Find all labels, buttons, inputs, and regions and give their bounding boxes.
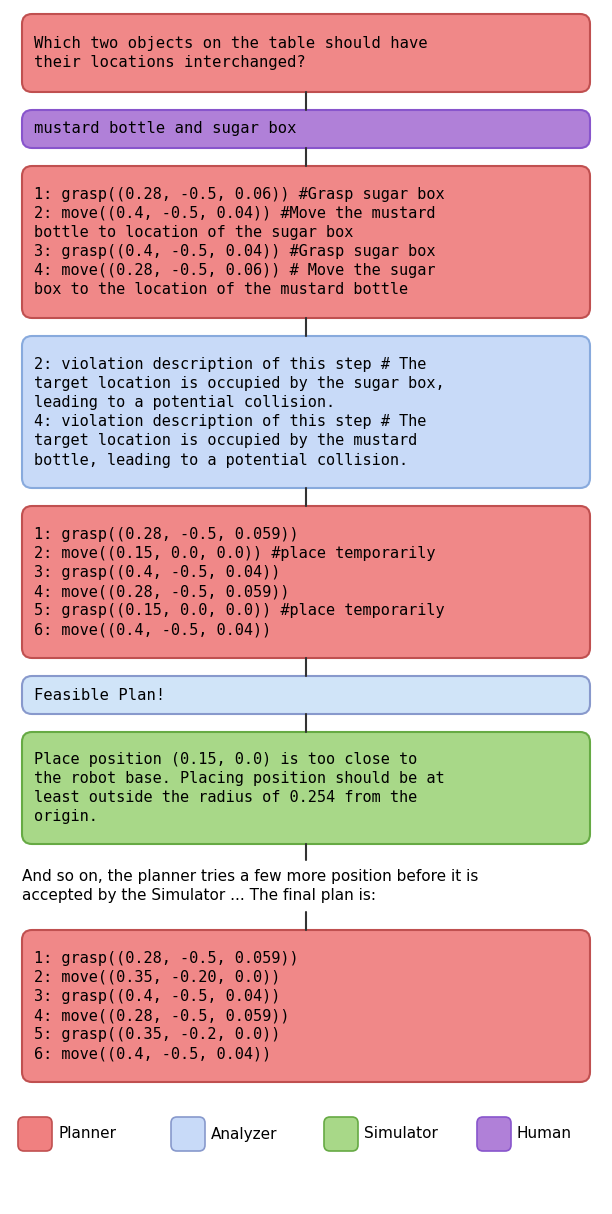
Text: 1: grasp((0.28, -0.5, 0.059))
2: move((0.15, 0.0, 0.0)) #place temporarily
3: gr: 1: grasp((0.28, -0.5, 0.059)) 2: move((0… [34,527,445,637]
Text: Analyzer: Analyzer [211,1127,277,1141]
Text: Place position (0.15, 0.0) is too close to
the robot base. Placing position shou: Place position (0.15, 0.0) is too close … [34,751,445,824]
FancyBboxPatch shape [22,110,590,148]
Text: Which two objects on the table should have
their locations interchanged?: Which two objects on the table should ha… [34,36,428,70]
FancyBboxPatch shape [18,1117,52,1151]
FancyBboxPatch shape [22,15,590,92]
Text: Human: Human [517,1127,572,1141]
Text: 1: grasp((0.28, -0.5, 0.06)) #Grasp sugar box
2: move((0.4, -0.5, 0.04)) #Move t: 1: grasp((0.28, -0.5, 0.06)) #Grasp suga… [34,187,445,297]
Text: mustard bottle and sugar box: mustard bottle and sugar box [34,121,296,136]
Text: Planner: Planner [58,1127,116,1141]
FancyBboxPatch shape [477,1117,511,1151]
Text: Simulator: Simulator [364,1127,438,1141]
FancyBboxPatch shape [22,676,590,714]
FancyBboxPatch shape [22,732,590,844]
Text: 1: grasp((0.28, -0.5, 0.059))
2: move((0.35, -0.20, 0.0))
3: grasp((0.4, -0.5, 0: 1: grasp((0.28, -0.5, 0.059)) 2: move((0… [34,951,299,1061]
FancyBboxPatch shape [171,1117,205,1151]
FancyBboxPatch shape [324,1117,358,1151]
Text: Feasible Plan!: Feasible Plan! [34,687,165,703]
FancyBboxPatch shape [22,336,590,488]
FancyBboxPatch shape [22,506,590,658]
FancyBboxPatch shape [22,166,590,318]
Text: And so on, the planner tries a few more position before it is
accepted by the Si: And so on, the planner tries a few more … [22,868,479,903]
Text: 2: violation description of this step # The
target location is occupied by the s: 2: violation description of this step # … [34,357,445,467]
FancyBboxPatch shape [22,930,590,1082]
